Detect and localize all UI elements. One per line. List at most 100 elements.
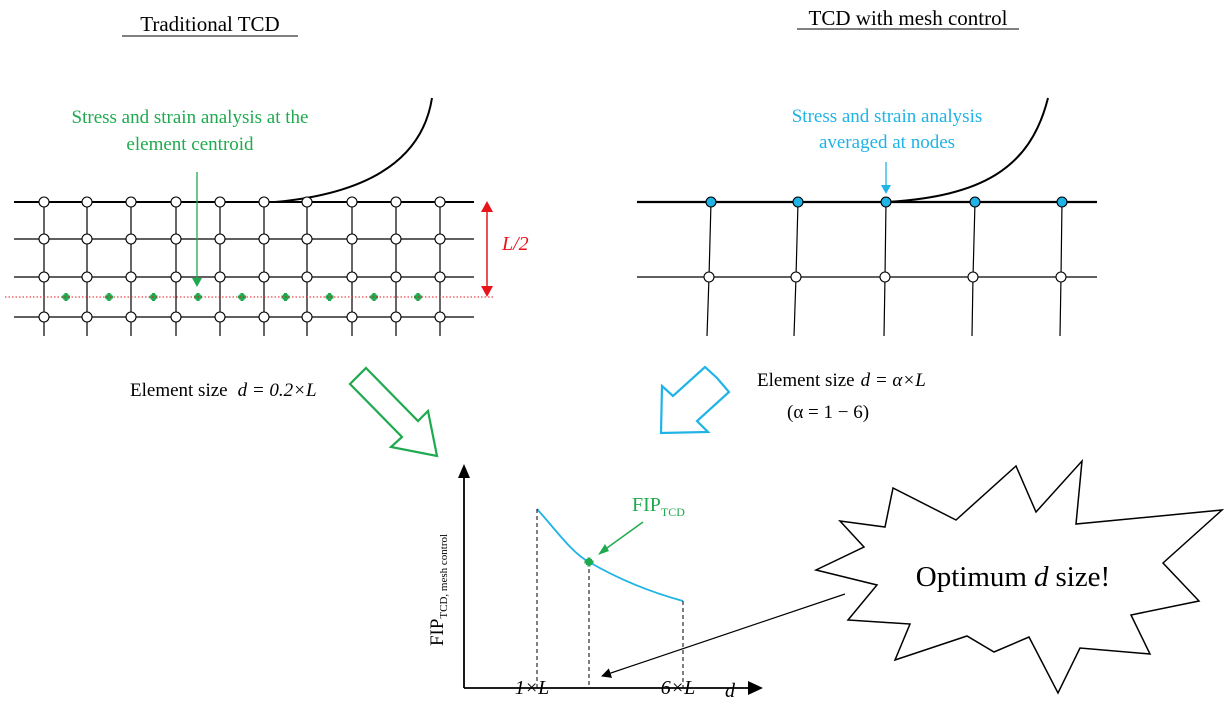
mesh-node: [346, 311, 358, 323]
mesh-node: [170, 196, 182, 208]
mesh-col-line: [972, 201, 976, 278]
mesh-node: [81, 233, 93, 245]
averaged-node: [1056, 196, 1068, 208]
mesh-col-line: [884, 201, 887, 278]
optimum-callout: Optimum d size!: [601, 458, 1225, 695]
mesh-node: [38, 271, 50, 283]
dim-arrow-bottom: [481, 286, 493, 297]
mesh-node: [81, 196, 93, 208]
mesh-node: [258, 196, 270, 208]
mesh-node: [81, 311, 93, 323]
starburst-shape: [813, 458, 1225, 695]
fip-curve: [536, 508, 684, 602]
tick-6xL: 6×L: [661, 677, 696, 699]
mesh-node: [434, 271, 446, 283]
mesh-node: [258, 271, 270, 283]
graph-x-label: d: [725, 680, 736, 701]
mesh-node: [170, 271, 182, 283]
right-annotation-line2: averaged at nodes: [819, 132, 955, 153]
mesh-col-line: [1060, 201, 1063, 278]
mesh-node: [346, 196, 358, 208]
left-mesh-grid: [14, 196, 474, 336]
mesh-node: [38, 196, 50, 208]
left-contact-curve: [274, 97, 433, 203]
graph-y-arrow: [458, 464, 470, 478]
mesh-col-line: [706, 276, 710, 337]
right-annotation-arrow-head: [881, 185, 891, 194]
mesh-node: [879, 271, 891, 283]
right-panel: TCD with mesh control Stress and strain …: [637, 6, 1097, 435]
mesh-col-line: [795, 201, 799, 278]
centroid-marker-part: [239, 294, 245, 300]
graph-x-arrow: [748, 681, 763, 695]
mesh-node: [390, 233, 402, 245]
mesh-node: [214, 271, 226, 283]
right-title: TCD with mesh control: [809, 6, 1008, 30]
right-mesh-grid: [637, 196, 1097, 337]
left-annotation-line2: element centroid: [126, 134, 254, 155]
mesh-node: [214, 196, 226, 208]
fip-tcd-arrow-head: [598, 544, 609, 555]
callout-pointer-arrow: [601, 593, 846, 678]
mesh-node: [38, 233, 50, 245]
left-element-size: Element size d = 0.2×L: [130, 380, 317, 401]
centroid-marker: [149, 293, 158, 301]
mesh-node: [170, 233, 182, 245]
dim-arrow-top: [481, 201, 493, 212]
mesh-node: [170, 311, 182, 323]
mesh-node: [125, 233, 137, 245]
right-annotation-line1: Stress and strain analysis: [792, 106, 983, 127]
mesh-node: [790, 271, 802, 283]
tick-1xL: 1×L: [515, 677, 550, 699]
mesh-node: [81, 271, 93, 283]
mesh-node: [346, 233, 358, 245]
centroid-marker-part: [326, 294, 333, 300]
averaged-node: [969, 196, 981, 208]
mesh-node: [125, 311, 137, 323]
dim-label: L/2: [501, 233, 529, 255]
averaged-node: [880, 196, 892, 208]
centroid-marker: [325, 293, 334, 301]
centroid-marker: [238, 293, 246, 301]
centroid-marker-part: [371, 294, 377, 300]
mesh-node: [258, 233, 270, 245]
centroid-marker-part: [150, 294, 157, 300]
fip-graph: FIPTCD, mesh control FIPTCD 1×L 6×L d: [427, 464, 763, 701]
left-annotation-arrow-head: [192, 278, 202, 287]
graph-y-label: FIPTCD, mesh control: [427, 534, 450, 646]
centroid-marker: [370, 293, 378, 301]
mesh-col-line: [1059, 276, 1062, 337]
mesh-node: [301, 271, 313, 283]
mesh-node: [434, 311, 446, 323]
mesh-col-line: [883, 276, 886, 337]
mesh-node: [967, 271, 979, 283]
fip-tcd-point: [584, 557, 594, 567]
mesh-node: [390, 196, 402, 208]
mesh-node: [258, 311, 270, 323]
mesh-col-line: [793, 276, 797, 337]
right-contact-curve: [887, 97, 1049, 203]
mesh-node: [125, 196, 137, 208]
mesh-node: [214, 233, 226, 245]
left-title: Traditional TCD: [140, 12, 279, 36]
left-annotation-line1: Stress and strain analysis at the: [72, 107, 309, 128]
centroid-marker-part: [106, 294, 112, 300]
fip-tcd-label: FIPTCD: [632, 494, 685, 519]
mesh-node: [434, 233, 446, 245]
mesh-col-line: [708, 201, 712, 278]
mesh-node: [125, 271, 137, 283]
alpha-range: (α = 1 − 6): [787, 402, 869, 423]
mesh-node: [214, 311, 226, 323]
mesh-node: [703, 271, 715, 283]
right-block-arrow: [659, 365, 731, 435]
callout-text: Optimum d size!: [916, 561, 1110, 593]
mesh-node: [390, 311, 402, 323]
mesh-node: [301, 233, 313, 245]
averaged-node: [705, 196, 717, 208]
centroid-marker: [105, 293, 113, 301]
mesh-node: [434, 196, 446, 208]
right-element-size: Element size d = α×L: [757, 370, 926, 391]
mesh-node: [301, 196, 313, 208]
mesh-node: [346, 271, 358, 283]
